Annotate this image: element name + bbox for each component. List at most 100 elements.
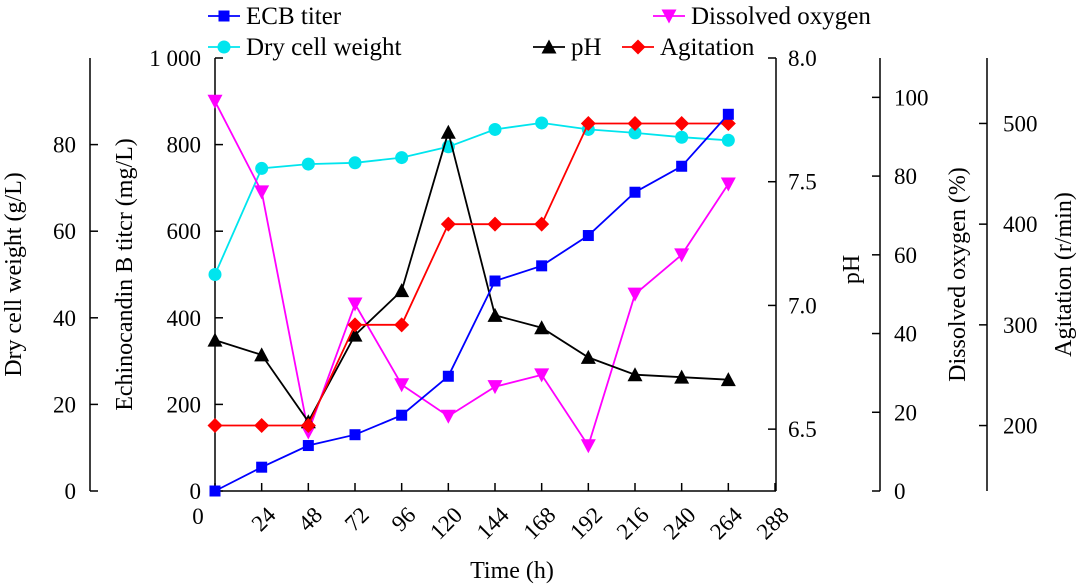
dcw-tick-label: 0	[65, 479, 77, 504]
legend: ECB titer Dry cell weight Dissolved oxygen…	[208, 3, 871, 61]
legend-item-dry-cell-weight: Dry cell weight	[208, 34, 402, 61]
dissolved-oxygen-point	[394, 378, 410, 393]
ph-point	[394, 283, 410, 298]
dry-cell-weight-point	[255, 161, 269, 175]
ph-point	[254, 347, 270, 362]
x-tick-label: 72	[340, 502, 374, 536]
ph-point	[534, 320, 550, 335]
titer-tick-label: 600	[167, 219, 202, 244]
titer-tick-label: 400	[167, 306, 202, 331]
dissolved-oxygen-point	[534, 368, 550, 383]
dissolved-oxygen-point	[347, 297, 363, 312]
agit-axis-label: Agitation (r/min)	[1051, 192, 1077, 357]
dcw-axis-label: Dry cell weight (g/L)	[1, 172, 27, 377]
ph-point	[674, 369, 690, 384]
ecb-titer-line	[214, 113, 729, 492]
dry-cell-weight-line	[214, 121, 729, 275]
do-tick-label: 20	[894, 400, 917, 425]
legend-label: ECB titer	[246, 3, 342, 30]
dissolved-oxygen-point	[487, 380, 503, 395]
ecb-titer-point	[676, 160, 688, 172]
dcw-tick-label: 80	[53, 133, 76, 158]
legend-marker	[217, 40, 231, 54]
ph-tick-label: 7.5	[788, 170, 817, 195]
agitation-point	[580, 115, 596, 131]
dry-cell-weight-point	[535, 116, 549, 130]
titer-tick-label: 1 000	[149, 46, 201, 71]
ph-point	[440, 124, 456, 139]
agitation-point	[674, 115, 690, 131]
titer-tick-label: 0	[190, 479, 202, 504]
x-tick-label: 288	[752, 502, 794, 544]
ecb-titer-point	[536, 260, 548, 272]
do-tick-label: 100	[894, 85, 929, 110]
agitation-point	[300, 418, 316, 434]
x-tick-label: 264	[705, 502, 747, 544]
x-tick-label: 192	[565, 502, 607, 544]
agit-tick-label: 300	[1003, 313, 1038, 338]
ecb-titer-point	[442, 370, 454, 382]
dcw-tick-label: 40	[53, 306, 76, 331]
dcw-tick-label: 60	[53, 219, 76, 244]
legend-marker	[218, 10, 230, 22]
dry-cell-weight-point	[628, 126, 642, 140]
ecb-titer-point	[582, 230, 594, 242]
dry-cell-weight-point	[675, 130, 689, 144]
agitation-point	[627, 115, 643, 131]
dry-cell-weight-point	[721, 133, 735, 147]
ph-point	[580, 349, 596, 364]
legend-label: Agitation	[660, 34, 755, 61]
ecb-titer-point	[489, 275, 501, 287]
do-axis-label: Dissolved oxygen (%)	[945, 167, 971, 382]
agitation-point	[254, 418, 270, 434]
legend-item-dissolved-oxygen: Dissolved oxygen	[653, 3, 871, 30]
ph-tick-label: 6.5	[788, 417, 817, 442]
dissolved-oxygen-point	[580, 439, 596, 454]
ecb-titer-point	[256, 461, 268, 473]
titer-axis-label: Echinocandin B titcr (mg/L)	[112, 138, 138, 411]
dissolved-oxygen-line	[214, 100, 730, 448]
do-tick-label: 40	[894, 322, 917, 347]
agitation-point	[394, 317, 410, 333]
ph-line	[214, 128, 729, 424]
ph-tick-label: 8.0	[788, 46, 817, 71]
ecb-titer-point	[629, 186, 641, 198]
series-layer	[207, 94, 736, 497]
ph-axis-label: pH	[839, 255, 865, 284]
dry-cell-weight-point	[348, 156, 362, 170]
dissolved-oxygen-point	[627, 287, 643, 302]
legend-item-ecb-titer: ECB titer	[208, 3, 342, 30]
ph-point	[627, 367, 643, 382]
dissolved-oxygen-point	[440, 409, 456, 424]
x-tick-label: 120	[425, 502, 467, 544]
legend-marker	[661, 9, 677, 24]
legend-label: pH	[571, 34, 602, 61]
dcw-tick-label: 20	[53, 392, 76, 417]
agit-tick-label: 200	[1003, 414, 1038, 439]
legend-marker	[541, 39, 557, 54]
x-tick-label: 216	[612, 502, 654, 544]
ph-point	[487, 307, 503, 322]
do-tick-label: 80	[894, 164, 917, 189]
agit-tick-label: 500	[1003, 111, 1038, 136]
agitation-line	[215, 122, 729, 427]
legend-label: Dissolved oxygen	[691, 3, 871, 30]
dry-cell-weight-point	[208, 268, 222, 281]
dissolved-oxygen-point	[254, 185, 270, 200]
ph-tick-label: 7.0	[788, 293, 817, 318]
ph-point	[207, 332, 223, 347]
agit-tick-label: 400	[1003, 212, 1038, 237]
x-tick-label: 240	[658, 502, 700, 544]
agitation-point	[207, 418, 223, 434]
x-tick-label: 96	[387, 502, 421, 536]
dissolved-oxygen-point	[674, 248, 690, 263]
series-ecb-titer	[209, 108, 734, 497]
x-tick-label: 48	[293, 502, 327, 536]
ecb-titer-point	[209, 485, 221, 497]
titer-tick-label: 200	[167, 392, 202, 417]
legend-marker	[630, 39, 646, 55]
x-axis-label: Time (h)	[470, 558, 554, 584]
ecb-titer-point	[349, 429, 361, 441]
agitation-point	[534, 216, 550, 232]
